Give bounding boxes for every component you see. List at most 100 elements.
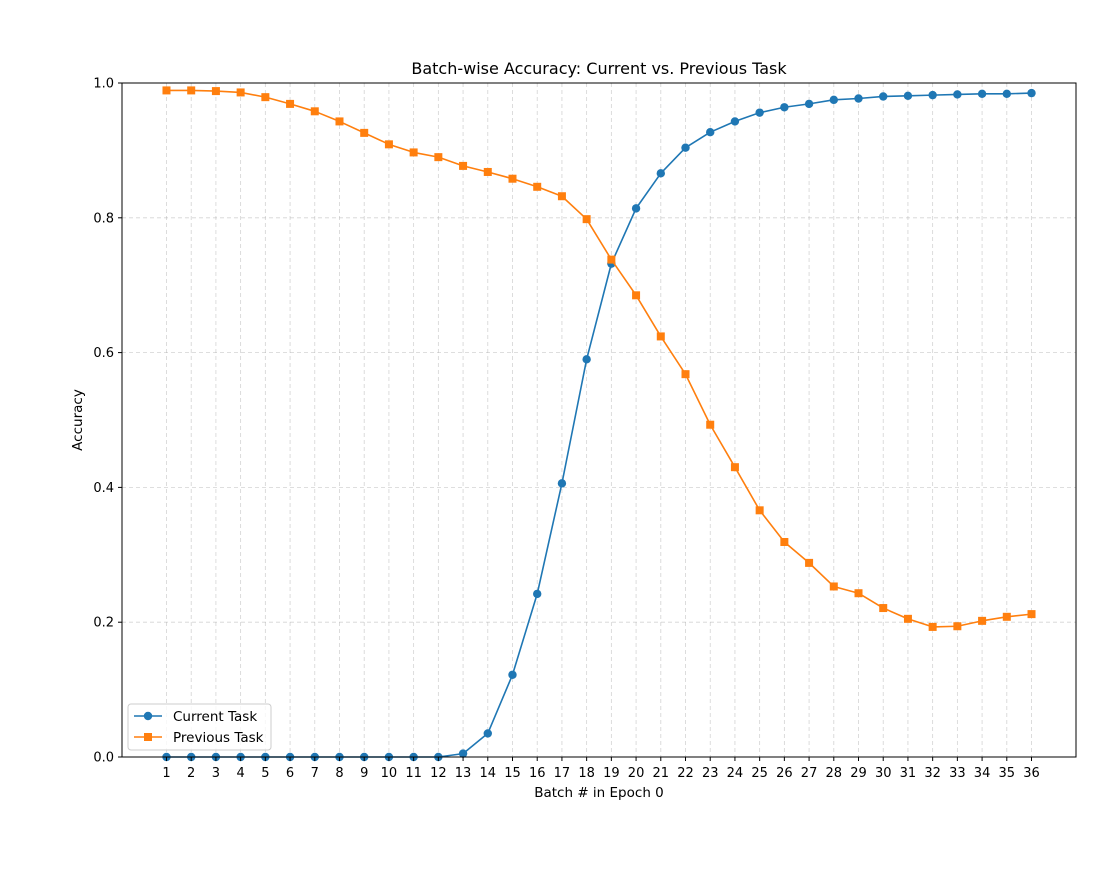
- data-point-current-task: [854, 94, 863, 103]
- x-tick-label: 5: [261, 766, 269, 781]
- x-tick-label: 2: [187, 766, 195, 781]
- data-point-current-task: [458, 749, 468, 758]
- data-point-current-task: [1027, 88, 1036, 98]
- x-tick-label: 29: [850, 766, 867, 781]
- chart-title: Batch-wise Accuracy: Current vs. Previou…: [411, 59, 787, 78]
- data-point-previous-task: [335, 117, 344, 126]
- x-tick-label: 28: [826, 766, 843, 781]
- x-tick-label: 22: [677, 766, 694, 781]
- data-point-current-task: [829, 95, 838, 105]
- legend-box: [127, 703, 272, 751]
- x-tick-label: 8: [335, 766, 343, 781]
- data-point-previous-task: [409, 148, 418, 157]
- data-point-current-task: [1002, 89, 1011, 98]
- data-point-previous-task: [730, 463, 739, 472]
- data-point-previous-task: [187, 86, 196, 95]
- data-point-current-task: [780, 103, 789, 112]
- data-point-previous-task: [607, 255, 616, 264]
- data-point-previous-task: [459, 161, 468, 170]
- data-point-current-task: [582, 355, 591, 364]
- y-tick-label: 0.8: [93, 211, 114, 226]
- plot-area-frame: [121, 82, 1077, 758]
- x-tick-label: 3: [212, 766, 220, 781]
- legend: Current Task Previous Task: [127, 703, 272, 751]
- x-tick-label: 7: [311, 766, 319, 781]
- data-point-current-task: [706, 128, 715, 137]
- x-tick-label: 33: [949, 766, 966, 781]
- data-point-current-task: [681, 143, 690, 152]
- data-point-previous-task: [879, 604, 888, 613]
- data-point-current-task: [508, 670, 517, 679]
- data-point-current-task: [804, 99, 814, 109]
- legend-label-current-task: Current Task: [173, 709, 257, 725]
- x-tick-label: 15: [504, 766, 521, 781]
- data-point-current-task: [656, 169, 665, 178]
- data-point-previous-task: [360, 128, 369, 137]
- x-tick-label: 12: [430, 766, 447, 781]
- legend-marker-previous-task: [144, 733, 152, 741]
- y-axis-label: Accuracy: [70, 389, 86, 451]
- data-point-previous-task: [483, 167, 492, 176]
- data-point-previous-task: [706, 420, 715, 429]
- x-tick-label: 1: [162, 766, 170, 781]
- x-tick-label: 6: [286, 766, 294, 781]
- data-point-previous-task: [681, 370, 690, 379]
- x-tick-label: 32: [924, 766, 941, 781]
- data-point-previous-task: [557, 192, 566, 201]
- x-tick-label: 27: [801, 766, 818, 781]
- x-tick-label: 4: [236, 766, 244, 781]
- data-point-previous-task: [286, 99, 295, 108]
- axis-ticks: 1 2 3 4 5 6 7 8 9 10 11 12 13 14 15 16 17 18 19 20 21 22 23 24 2…: [93, 77, 1039, 782]
- data-point-previous-task: [434, 153, 443, 162]
- data-point-previous-task: [261, 93, 270, 102]
- data-point-previous-task: [903, 614, 912, 623]
- data-point-previous-task: [656, 332, 665, 341]
- data-point-previous-task: [211, 87, 220, 96]
- data-point-previous-task: [632, 291, 641, 300]
- data-point-previous-task: [805, 558, 814, 567]
- data-point-current-task: [631, 204, 641, 213]
- data-point-previous-task: [162, 86, 171, 95]
- data-point-previous-task: [236, 88, 245, 97]
- data-point-current-task: [755, 108, 764, 117]
- x-tick-label: 9: [360, 766, 368, 781]
- data-point-previous-task: [1002, 612, 1011, 621]
- x-tick-label: 30: [875, 766, 892, 781]
- data-point-previous-task: [854, 589, 863, 598]
- x-tick-label: 21: [653, 766, 670, 781]
- x-tick-label: 26: [776, 766, 793, 781]
- x-tick-label: 10: [381, 766, 398, 781]
- x-tick-label: 34: [974, 766, 991, 781]
- series-line-previous-task: [166, 89, 1032, 628]
- data-point-current-task: [557, 479, 567, 488]
- y-tick-label: 0.6: [93, 346, 114, 361]
- y-tick-label: 0.4: [93, 481, 114, 496]
- x-tick-label: 20: [628, 766, 645, 781]
- x-tick-label: 16: [529, 766, 546, 781]
- data-point-previous-task: [533, 182, 542, 191]
- legend-label-previous-task: Previous Task: [173, 730, 264, 746]
- data-point-current-task: [533, 589, 542, 599]
- x-tick-label: 17: [554, 766, 571, 781]
- x-tick-label: 36: [1023, 766, 1040, 781]
- x-tick-label: 24: [727, 766, 744, 781]
- x-tick-label: 13: [455, 766, 472, 781]
- y-tick-label: 0.0: [93, 751, 114, 766]
- x-axis-label: Batch # in Epoch 0: [534, 785, 664, 801]
- x-tick-label: 35: [999, 766, 1016, 781]
- data-point-previous-task: [928, 622, 937, 631]
- data-point-previous-task: [755, 506, 764, 515]
- legend-marker-current-task: [143, 711, 153, 721]
- data-point-current-task: [953, 90, 962, 99]
- data-point-previous-task: [508, 174, 517, 183]
- data-point-current-task: [977, 89, 987, 98]
- data-point-previous-task: [978, 616, 987, 625]
- data-point-current-task: [483, 729, 492, 738]
- data-point-previous-task: [780, 537, 789, 546]
- x-tick-label: 14: [480, 766, 497, 781]
- data-point-previous-task: [829, 582, 838, 591]
- data-point-previous-task: [582, 215, 591, 224]
- x-tick-label: 19: [603, 766, 620, 781]
- x-tick-label: 25: [751, 766, 768, 781]
- y-tick-label: 0.2: [93, 616, 114, 631]
